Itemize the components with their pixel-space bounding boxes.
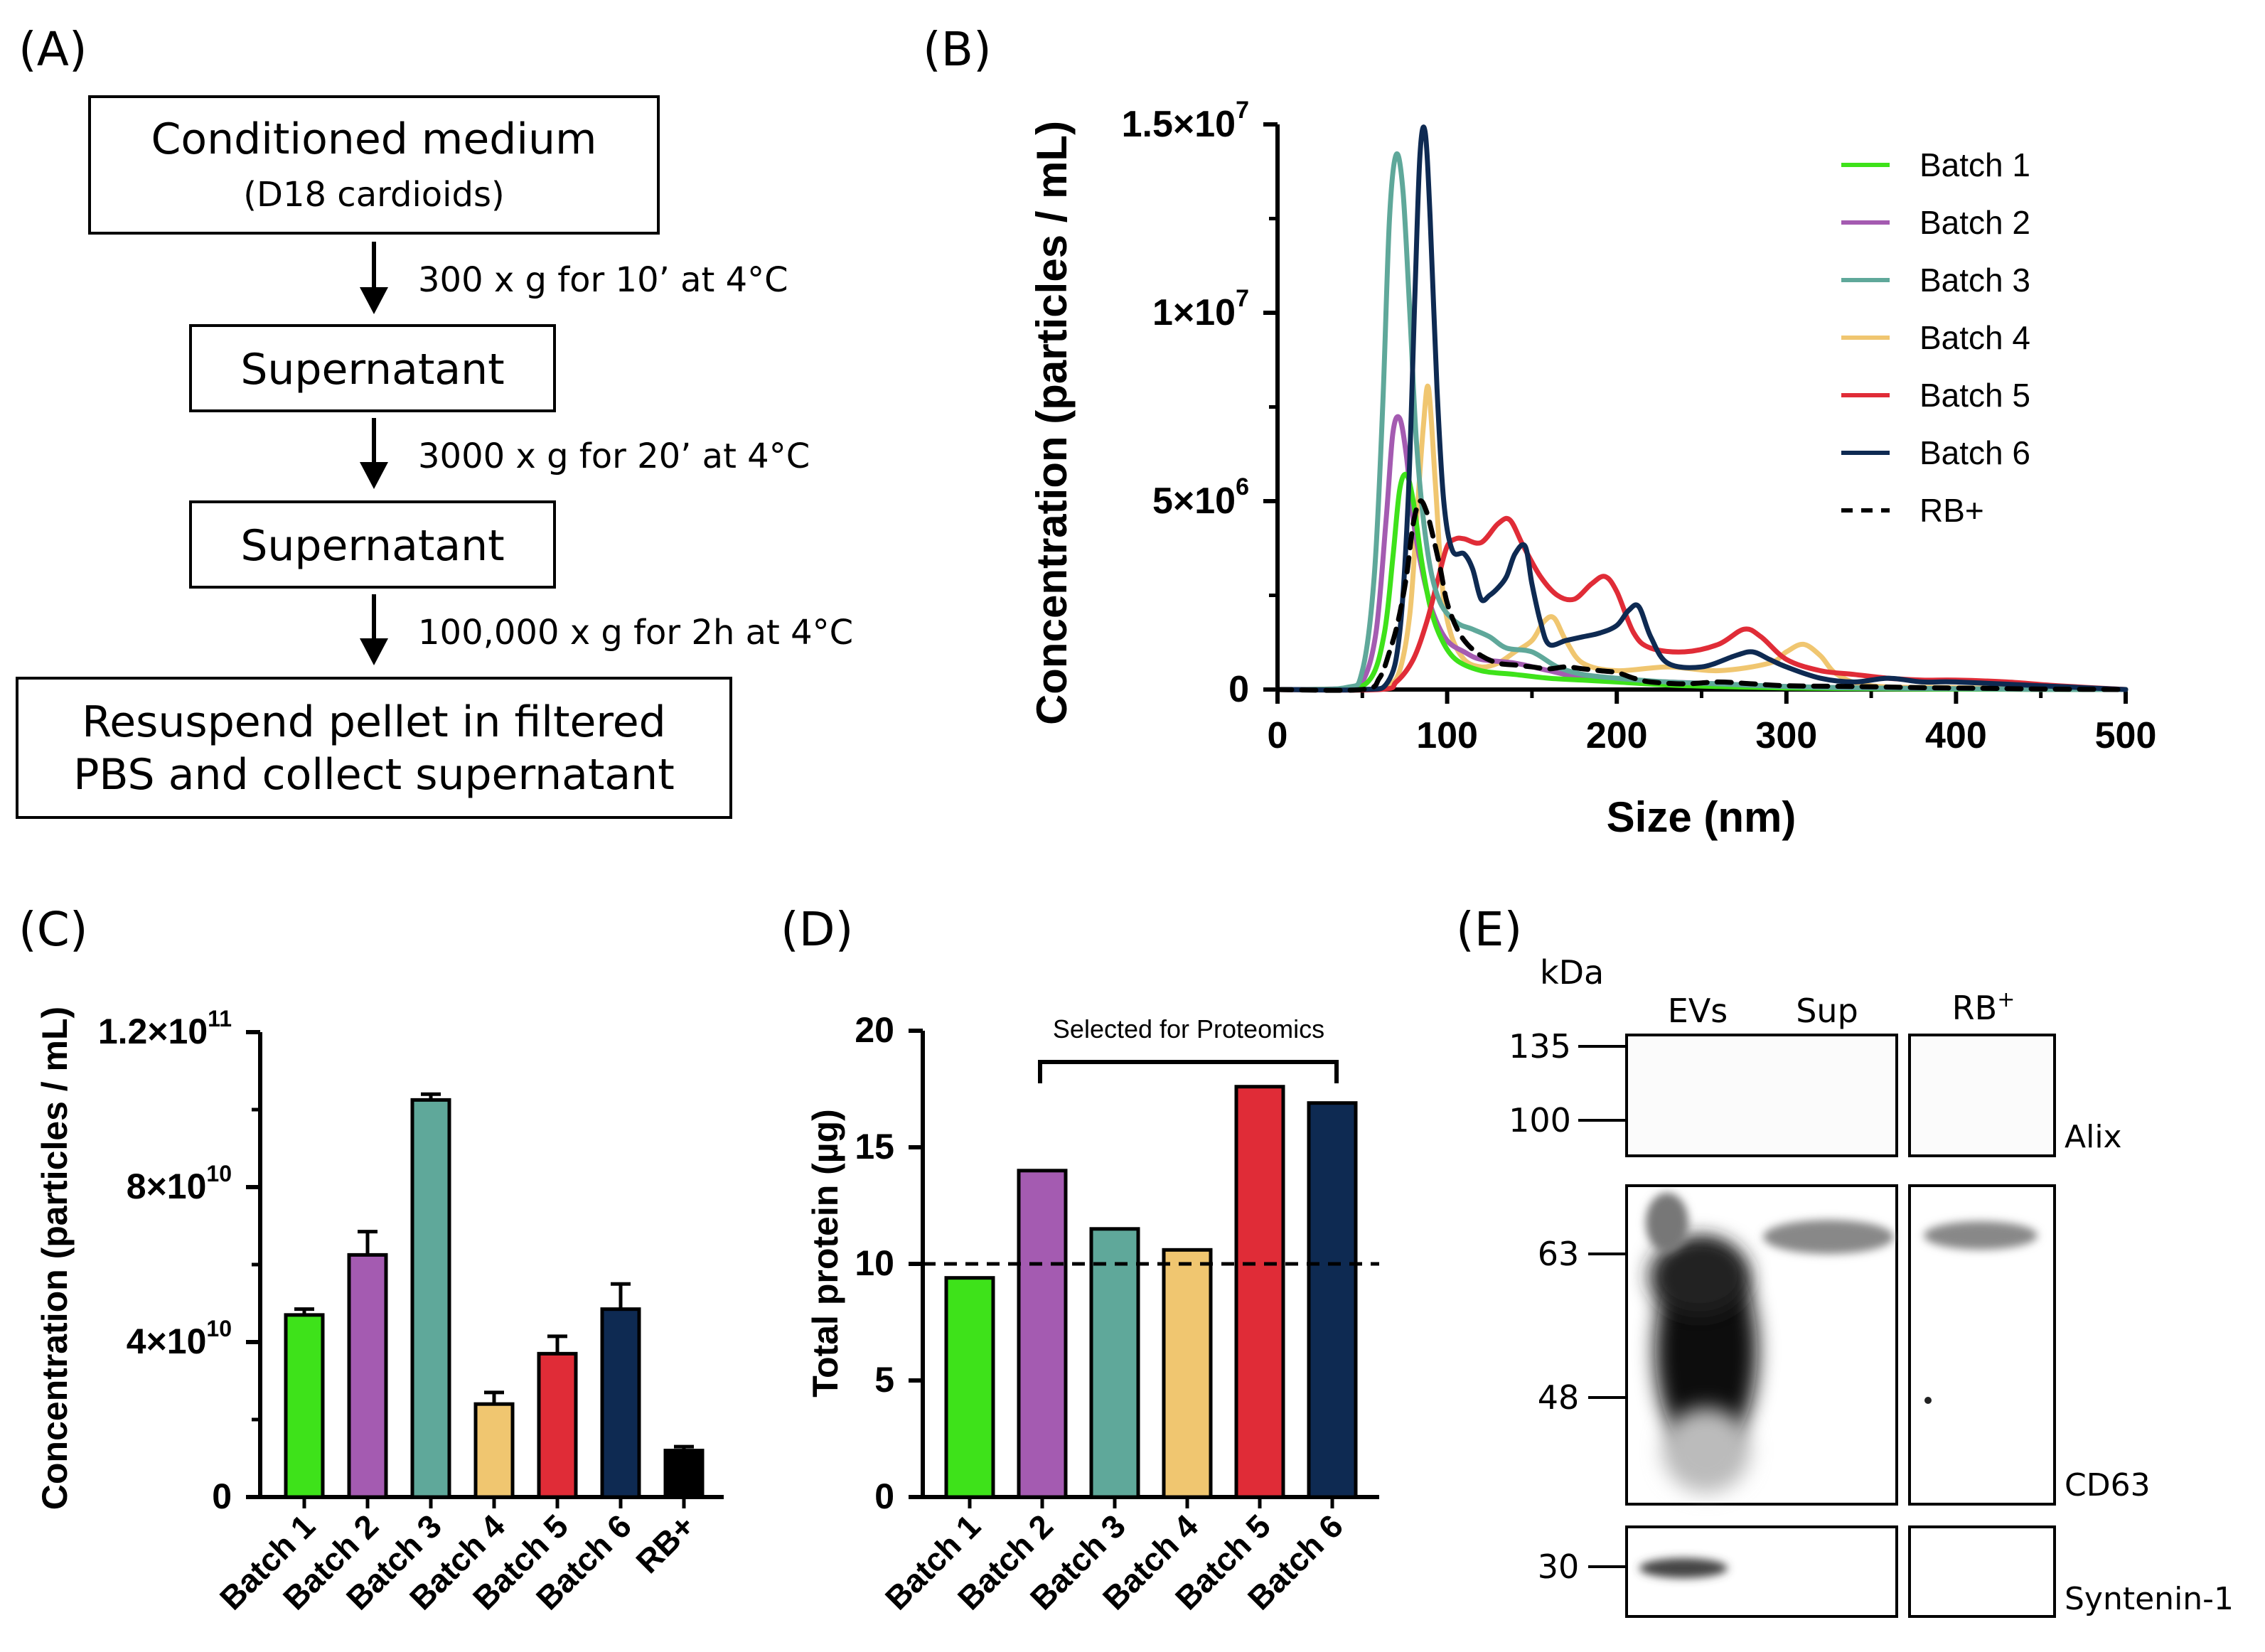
kda-label: kDa xyxy=(1540,953,1604,992)
arrow-1 xyxy=(360,242,388,314)
chart-c-category-label: RB+ xyxy=(628,1507,702,1580)
chart-b-xtick-label: 0 xyxy=(1268,715,1288,756)
chart-d-bar-batch-4 xyxy=(1162,1248,1213,1499)
box-resuspend-line1: Resuspend pellet in filtered xyxy=(82,697,666,747)
box-conditioned-medium-sub: (D18 cardioids) xyxy=(243,175,504,215)
size-distribution-chart: 0 100 200 300 400 500 0 5×106 1×107 1.5×107 xyxy=(1122,97,2157,756)
band-cd63-sup xyxy=(1763,1220,1894,1254)
blot-syntenin-rb xyxy=(1908,1525,2056,1618)
panel-d-label: (D) xyxy=(781,902,853,957)
legend-label: RB+ xyxy=(1919,492,1984,529)
panel-b: (B) 0 100 200 300 400 500 0 5×106 1×107 1.5×107 S… xyxy=(923,22,2156,841)
chart-b-series-batch-6 xyxy=(1275,124,2129,693)
chart-d-ytick-label: 20 xyxy=(855,1010,894,1050)
legend-label: Batch 3 xyxy=(1919,262,2030,299)
chart-b-xtick-label: 400 xyxy=(1925,715,1987,756)
marker-135: 135 xyxy=(1509,1027,1571,1066)
chart-d-ytick-label: 5 xyxy=(874,1360,894,1400)
protein-cd63: CD63 xyxy=(2065,1467,2151,1503)
panel-e: (E) kDa EVs Sup RB+ 135 100 63 48 30 Ali… xyxy=(1456,902,2234,1618)
box-conditioned-medium xyxy=(88,95,660,235)
panel-c-label: (C) xyxy=(18,902,88,957)
box-supernatant-1-label: Supernatant xyxy=(240,345,504,395)
chart-d-bar-batch-2 xyxy=(1017,1169,1068,1499)
chart-c-ylabel: Concentration (particles / mL) xyxy=(35,1007,75,1510)
chart-b-series-rb- xyxy=(1275,498,2129,693)
protein-alix: Alix xyxy=(2065,1119,2122,1155)
chart-b-ytick-label: 1.5×107 xyxy=(1122,97,1249,145)
blot-alix-rb xyxy=(1908,1034,2056,1157)
step-2-text: 3000 x g for 20’ at 4°C xyxy=(418,436,810,476)
chart-b-xtick-label: 100 xyxy=(1416,715,1478,756)
chart-c-bar-batch-4 xyxy=(473,1402,515,1499)
chart-d-ylabel: Total protein (µg) xyxy=(805,1109,845,1398)
marker-100: 100 xyxy=(1509,1101,1571,1139)
chart-c-ytick-label: 1.2×1011 xyxy=(98,1006,232,1051)
box-resuspend xyxy=(16,677,732,819)
band-cd63-evs xyxy=(1646,1193,1757,1493)
legend-label: Batch 1 xyxy=(1919,146,2030,183)
proteomics-bracket xyxy=(1038,1060,1339,1083)
chart-d-bar-batch-3 xyxy=(1089,1227,1140,1499)
chart-b-ylabel: Concentration (particles / mL) xyxy=(1028,121,1076,725)
band-syntenin-evs xyxy=(1639,1558,1728,1578)
chart-d-bar-batch-1 xyxy=(944,1276,995,1499)
chart-b-xtick-label: 200 xyxy=(1586,715,1648,756)
marker-30: 30 xyxy=(1538,1548,1580,1586)
panel-a-label: (A) xyxy=(18,22,87,77)
chart-c-bar-batch-6 xyxy=(600,1307,641,1499)
panel-b-label: (B) xyxy=(923,22,992,77)
chart-c-ytick-label: 0 xyxy=(212,1476,232,1516)
chart-d-ytick-label: 0 xyxy=(874,1476,894,1516)
chart-b-ytick-label: 0 xyxy=(1228,669,1249,710)
chart-d-bar-batch-6 xyxy=(1307,1101,1358,1499)
arrow-3 xyxy=(360,594,388,665)
protein-syntenin: Syntenin-1 xyxy=(2065,1581,2234,1617)
box-supernatant-1 xyxy=(189,324,556,412)
chart-b-legend: Batch 1 Batch 2 Batch 3 Batch 4 Batch 5 Batch… xyxy=(1841,146,2030,529)
chart-b-xtick-label: 500 xyxy=(2095,715,2157,756)
panel-a: (A) Conditioned medium (D18 cardioids) 3… xyxy=(16,22,853,819)
panel-e-label: (E) xyxy=(1456,902,1522,957)
chart-c-bar-batch-5 xyxy=(537,1351,578,1499)
chart-b-xlabel: Size (nm) xyxy=(1607,793,1797,841)
legend-label: Batch 2 xyxy=(1919,204,2030,241)
chart-c-bar-batch-2 xyxy=(347,1253,388,1499)
chart-b-xtick-label: 300 xyxy=(1755,715,1817,756)
chart-c-ytick-label: 4×1010 xyxy=(127,1316,232,1361)
step-1-text: 300 x g for 10’ at 4°C xyxy=(418,260,788,300)
box-conditioned-medium-title: Conditioned medium xyxy=(151,114,597,164)
chart-d-ytick-label: 10 xyxy=(855,1243,894,1283)
chart-c-ytick-label: 8×1010 xyxy=(127,1161,232,1206)
legend-label: Batch 6 xyxy=(1919,434,2030,471)
chart-c-bar-batch-1 xyxy=(284,1313,325,1499)
selected-for-proteomics-label: Selected for Proteomics xyxy=(1053,1014,1324,1044)
step-3-text: 100,000 x g for 2h at 4°C xyxy=(418,613,853,653)
chart-b-ytick-label: 1×107 xyxy=(1152,285,1249,333)
chart-d-ytick-label: 15 xyxy=(855,1127,894,1166)
chart-b-ytick-label: 5×106 xyxy=(1152,473,1249,522)
arrow-2 xyxy=(360,418,388,489)
box-supernatant-2-label: Supernatant xyxy=(240,521,504,571)
chart-c-bar-batch-3 xyxy=(410,1098,451,1499)
chart-d-bar-batch-5 xyxy=(1234,1085,1285,1499)
legend-label: Batch 4 xyxy=(1919,319,2030,356)
box-supernatant-2 xyxy=(189,500,556,589)
lane-rb: RB+ xyxy=(1952,987,2015,1027)
blot-alix-main xyxy=(1625,1034,1898,1157)
marker-48: 48 xyxy=(1538,1378,1580,1417)
lane-evs: EVs xyxy=(1668,992,1728,1030)
box-resuspend-line2: PBS and collect supernatant xyxy=(73,750,674,800)
band-cd63-rb xyxy=(1924,1221,2038,1250)
marker-63: 63 xyxy=(1538,1235,1580,1273)
lane-sup: Sup xyxy=(1796,992,1858,1030)
legend-label: Batch 5 xyxy=(1919,377,2030,414)
blot-speck xyxy=(1924,1397,1932,1404)
chart-c-bar-rb- xyxy=(663,1449,705,1499)
